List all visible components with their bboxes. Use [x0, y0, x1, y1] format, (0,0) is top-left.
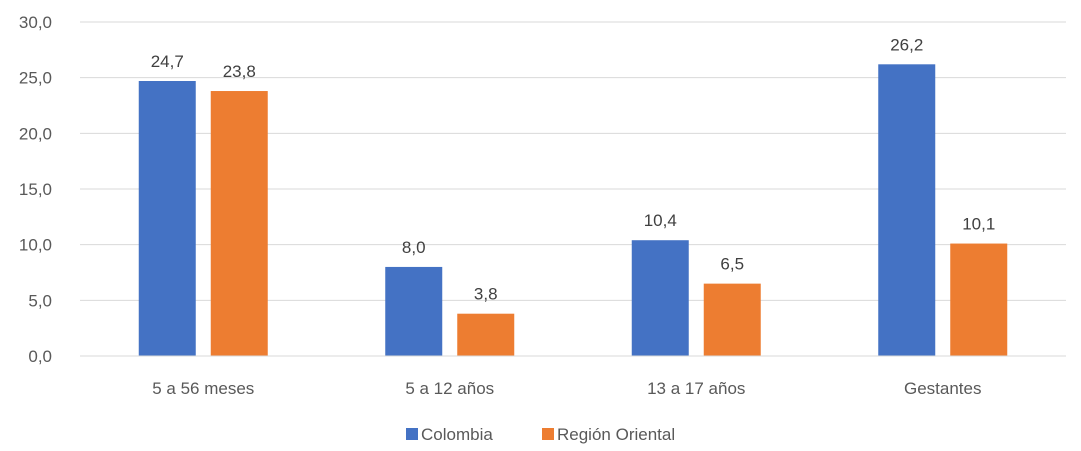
bar-región-oriental-1 [457, 313, 515, 356]
x-category-label: 5 a 56 meses [152, 379, 254, 398]
data-labels: 24,7 23,8 8,0 3,8 10,4 6,5 26,2 10,1 [151, 35, 996, 303]
bar-colombia-0 [138, 81, 196, 357]
y-tick-label: 30,0 [19, 13, 52, 32]
legend-label: Colombia [421, 425, 493, 444]
legend-label: Región Oriental [557, 425, 675, 444]
y-tick-label: 5,0 [28, 291, 52, 310]
bar-región-oriental-3 [950, 243, 1008, 356]
x-axis: 5 a 56 meses 5 a 12 años 13 a 17 años Gesta… [80, 355, 1066, 398]
legend-swatch-región-oriental [542, 428, 554, 440]
bars [138, 64, 1008, 357]
data-label: 23,8 [223, 62, 256, 81]
bar-región-oriental-0 [210, 91, 268, 356]
legend-swatch-colombia [406, 428, 418, 440]
y-tick-label: 20,0 [19, 124, 52, 143]
bar-colombia-1 [385, 266, 443, 356]
x-category-label: Gestantes [904, 379, 982, 398]
y-tick-label: 0,0 [28, 347, 52, 366]
data-label: 6,5 [720, 255, 744, 274]
data-label: 8,0 [402, 238, 426, 257]
y-tick-label: 25,0 [19, 69, 52, 88]
y-tick-label: 15,0 [19, 180, 52, 199]
legend: Colombia Región Oriental [406, 425, 675, 444]
bar-colombia-2 [631, 240, 689, 356]
x-category-label: 13 a 17 años [647, 379, 745, 398]
data-label: 24,7 [151, 52, 184, 71]
x-category-label: 5 a 12 años [405, 379, 494, 398]
data-label: 10,1 [962, 215, 995, 234]
data-label: 26,2 [890, 35, 923, 54]
y-tick-label: 10,0 [19, 236, 52, 255]
bar-región-oriental-2 [703, 283, 761, 356]
y-axis: 0,0 5,0 10,0 15,0 20,0 25,0 30,0 [19, 13, 52, 366]
data-label: 3,8 [474, 285, 498, 304]
bar-colombia-3 [878, 64, 936, 356]
data-label: 10,4 [644, 211, 677, 230]
